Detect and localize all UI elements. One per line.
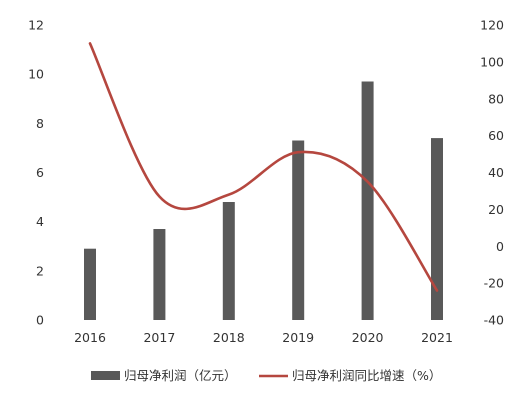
right-tick-label: 100	[480, 54, 504, 69]
x-tick-label: 2017	[143, 330, 175, 345]
bar-2019	[292, 141, 304, 321]
right-tick-label: 60	[488, 128, 504, 143]
x-tick-label: 2020	[352, 330, 384, 345]
left-tick-label: 2	[36, 263, 44, 278]
right-axis-ticks: -40 -20 0 20 40 60 80 100 120	[480, 18, 504, 328]
left-tick-label: 12	[28, 18, 44, 33]
x-tick-label: 2019	[282, 330, 314, 345]
right-tick-label: 40	[488, 165, 504, 180]
bars-layer	[84, 82, 443, 321]
right-tick-label: 0	[496, 239, 504, 254]
right-tick-label: 120	[480, 18, 504, 33]
left-tick-label: 4	[36, 214, 44, 229]
line-layer	[90, 43, 437, 290]
legend-bar-swatch	[91, 371, 120, 380]
bar-2018	[223, 202, 235, 320]
left-tick-label: 8	[36, 116, 44, 131]
left-tick-label: 6	[36, 165, 44, 180]
x-tick-label: 2018	[213, 330, 245, 345]
growth-line	[90, 43, 437, 290]
bar-2021	[431, 138, 443, 320]
left-tick-label: 0	[36, 313, 44, 328]
left-tick-label: 10	[28, 67, 44, 82]
x-tick-label: 2021	[421, 330, 453, 345]
bar-2016	[84, 249, 96, 320]
legend-bar-label: 归母净利润（亿元）	[124, 368, 237, 383]
right-tick-label: -40	[484, 313, 504, 328]
legend: 归母净利润（亿元） 归母净利润同比增速（%）	[91, 368, 441, 383]
legend-line-label: 归母净利润同比增速（%）	[292, 368, 441, 383]
bar-2017	[153, 229, 165, 320]
bar-2020	[362, 82, 374, 321]
x-axis-ticks: 2016 2017 2018 2019 2020 2021	[74, 330, 453, 345]
right-tick-label: 20	[488, 202, 504, 217]
right-tick-label: 80	[488, 91, 504, 106]
right-tick-label: -20	[484, 276, 504, 291]
left-axis-ticks: 0 2 4 6 8 10 12	[28, 18, 44, 328]
x-tick-label: 2016	[74, 330, 106, 345]
